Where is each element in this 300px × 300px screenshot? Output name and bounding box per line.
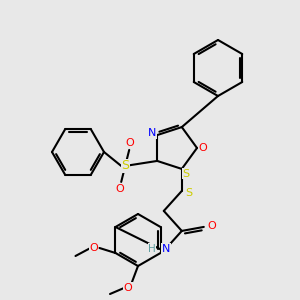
Text: O: O (199, 143, 207, 153)
Text: O: O (126, 138, 135, 148)
Text: O: O (207, 221, 216, 231)
Text: N: N (148, 128, 156, 138)
Text: S: S (185, 188, 192, 198)
Text: H: H (148, 244, 156, 254)
Text: S: S (121, 159, 129, 172)
Text: S: S (182, 169, 189, 179)
Text: N: N (162, 244, 170, 254)
Text: O: O (89, 243, 98, 253)
Text: O: O (124, 283, 132, 293)
Text: O: O (116, 184, 124, 194)
